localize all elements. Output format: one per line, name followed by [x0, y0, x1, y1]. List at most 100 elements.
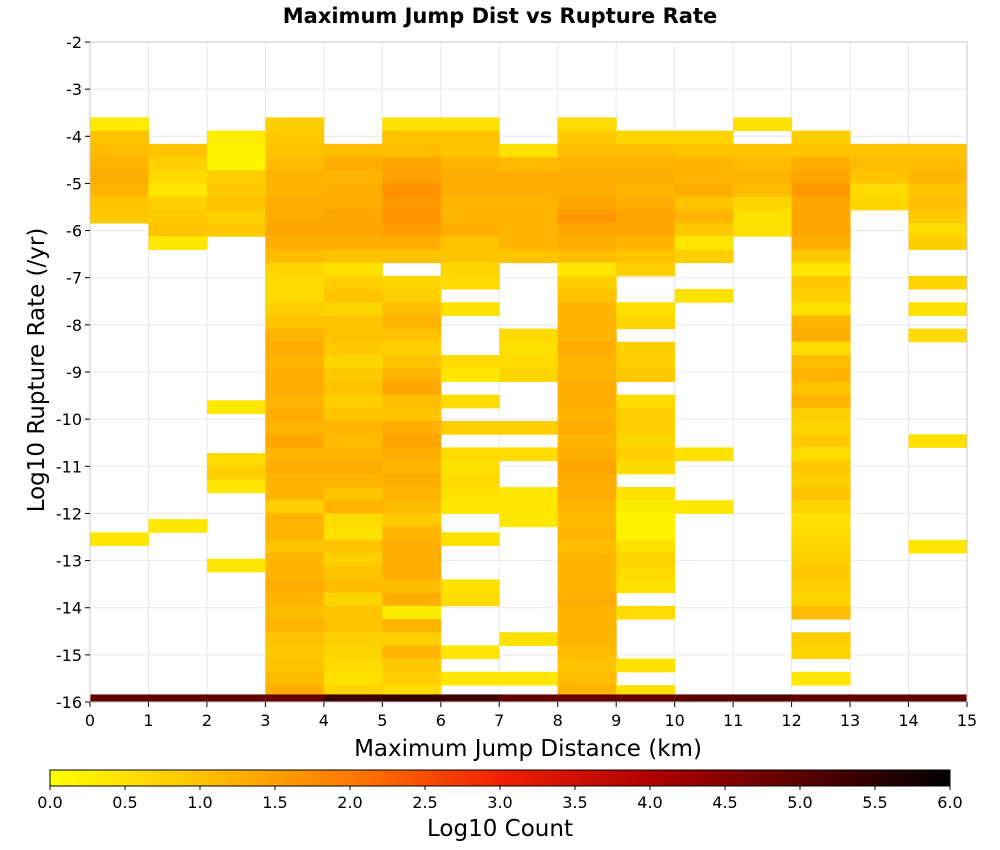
heatmap-cell	[206, 558, 266, 573]
heatmap-cell	[616, 579, 676, 594]
heatmap-cell	[616, 460, 676, 475]
heatmap-cell	[440, 694, 500, 702]
heatmap-cell	[323, 143, 383, 158]
heatmap-cell	[206, 196, 266, 211]
colorbar	[49, 769, 951, 787]
heatmap-cell	[265, 407, 325, 422]
heatmap-cell	[323, 566, 383, 580]
heatmap-cell	[382, 671, 442, 686]
heatmap-cell	[499, 694, 559, 702]
heatmap-cell	[265, 275, 325, 290]
heatmap-cell	[557, 513, 617, 528]
heatmap-cell	[382, 407, 442, 422]
heatmap-cell	[323, 658, 383, 673]
heatmap-cell	[616, 394, 676, 409]
heatmap-cell	[557, 117, 617, 132]
heatmap-cell	[616, 315, 676, 330]
heatmap-cell	[265, 223, 325, 237]
heatmap-cell	[557, 421, 617, 435]
heatmap-cell	[908, 196, 968, 211]
heatmap-cell	[440, 671, 500, 686]
heatmap-cell	[265, 249, 325, 264]
heatmap-cell	[323, 694, 383, 702]
heatmap-cell	[791, 605, 851, 620]
x-axis-ticks: 0 1 2 3 4 5 6 7 8 9 10 11 12 13 14 15	[85, 702, 977, 730]
heatmap-cell	[557, 209, 617, 224]
heatmap-cell	[148, 170, 208, 184]
heatmap-cell	[323, 487, 383, 501]
heatmap-cell	[908, 694, 968, 702]
heatmap-cell	[791, 143, 851, 158]
heatmap-cell	[557, 694, 617, 702]
heatmap-cell	[499, 157, 559, 171]
heatmap-cell	[265, 368, 325, 382]
heatmap-cell	[382, 196, 442, 211]
heatmap-cell	[323, 513, 383, 528]
heatmap-cell	[616, 170, 676, 184]
x-tick-label: 10	[664, 711, 684, 730]
heatmap-cell	[616, 130, 676, 145]
heatmap-cell	[616, 223, 676, 237]
heatmap-cell	[323, 223, 383, 237]
heatmap-cell	[733, 694, 793, 702]
heatmap-cell	[440, 223, 500, 237]
heatmap-cell	[557, 658, 617, 673]
heatmap-cell	[908, 434, 968, 448]
heatmap-cell	[557, 671, 617, 686]
heatmap-cell	[733, 157, 793, 171]
heatmap-cell	[323, 539, 383, 554]
heatmap-cell	[265, 302, 325, 316]
heatmap-cell	[616, 513, 676, 528]
heatmap-cell	[265, 592, 325, 607]
heatmap-cell	[616, 368, 676, 382]
heatmap-cell	[323, 526, 383, 541]
heatmap-cell	[323, 592, 383, 607]
x-tick-label: 3	[260, 711, 270, 730]
heatmap-cell	[440, 236, 500, 250]
heatmap-cell	[382, 473, 442, 488]
heatmap-cell	[440, 275, 500, 290]
colorbar-tick-label: 3.0	[487, 793, 512, 812]
heatmap-cell	[616, 694, 676, 702]
heatmap-cell	[382, 421, 442, 435]
heatmap-cell	[323, 315, 383, 330]
heatmap-cell	[323, 434, 383, 448]
heatmap-cell	[265, 157, 325, 171]
heatmap-cell	[440, 394, 500, 409]
heatmap-cell	[265, 694, 325, 702]
y-axis-title: Log10 Rupture Rate (/yr)	[24, 228, 50, 513]
heatmap-cell	[791, 579, 851, 594]
heatmap-cell	[616, 526, 676, 541]
heatmap-cell	[557, 619, 617, 633]
heatmap-cell	[382, 117, 442, 132]
heatmap-cell	[908, 275, 968, 290]
heatmap-cell	[791, 539, 851, 554]
heatmap-cell	[616, 302, 676, 316]
heatmap-cell	[90, 117, 149, 132]
heatmap-cell	[382, 381, 442, 396]
heatmap-cell	[323, 394, 383, 409]
heatmap-cell	[791, 513, 851, 528]
x-tick-label: 9	[611, 711, 621, 730]
heatmap-cell	[323, 302, 383, 316]
heatmap-cell	[499, 487, 559, 501]
heatmap-cell	[265, 143, 325, 158]
heatmap-cell	[557, 553, 617, 567]
heatmap-cell	[791, 302, 851, 316]
heatmap-cell	[265, 421, 325, 435]
heatmap-cell	[323, 645, 383, 660]
heatmap-cell	[791, 209, 851, 224]
heatmap-cell	[557, 196, 617, 211]
heatmap-cell	[265, 500, 325, 514]
heatmap-cell	[557, 645, 617, 660]
y-tick-label: -4	[66, 127, 82, 146]
colorbar-tick-label: 6.0	[937, 793, 962, 812]
colorbar-tick-label: 1.5	[262, 793, 287, 812]
heatmap-cell	[323, 605, 383, 620]
heatmap-cell	[557, 500, 617, 514]
x-tick-label: 12	[781, 711, 801, 730]
heatmap-cell	[791, 434, 851, 448]
heatmap-cell	[440, 421, 500, 435]
heatmap-cell	[499, 170, 559, 184]
heatmap-cell	[557, 143, 617, 158]
